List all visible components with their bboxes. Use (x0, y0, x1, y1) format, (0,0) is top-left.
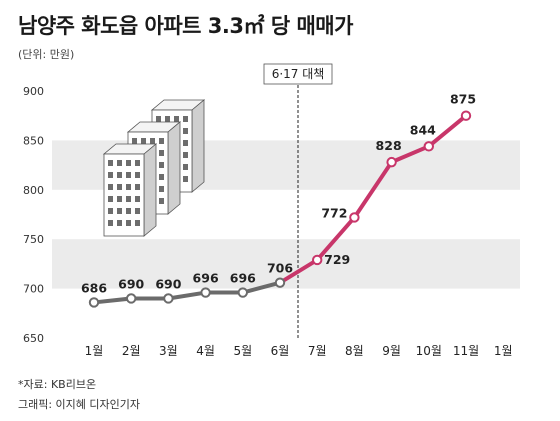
credit-note: 그래픽: 이지혜 디자인기자 (18, 398, 141, 411)
data-label: 686 (81, 280, 107, 295)
x-tick-label: 8월 (345, 344, 364, 358)
x-tick-label: 7월 (308, 344, 327, 358)
building-front (102, 143, 158, 237)
x-tick-label: 6월 (271, 344, 290, 358)
x-tick-label: 4월 (196, 344, 215, 358)
data-point (386, 156, 397, 168)
data-label: 706 (267, 261, 293, 276)
chart-title: 남양주 화도읍 아파트 3.3㎡ 당 매매가 (18, 14, 353, 38)
x-tick-label: 1월 (494, 344, 513, 358)
data-label: 690 (118, 276, 144, 291)
data-label: 875 (450, 92, 476, 107)
data-point (349, 212, 360, 223)
unit-label: (단위: 만원) (18, 48, 75, 61)
y-tick-label: 750 (23, 233, 44, 246)
x-tick-label: 11월 (453, 344, 479, 358)
x-tick-label: 2월 (122, 344, 141, 358)
policy-annotation: 6·17 대책 (263, 63, 333, 338)
data-point (200, 287, 211, 298)
policy-label-box (263, 63, 333, 85)
x-tick-label: 5월 (233, 344, 252, 358)
y-tick-label: 800 (23, 184, 44, 197)
y-tick-label: 700 (23, 283, 44, 296)
data-label: 696 (193, 271, 219, 286)
data-label: 844 (410, 122, 436, 137)
data-label: 772 (321, 205, 347, 220)
data-label: 696 (230, 271, 256, 286)
x-tick-label: 10월 (416, 344, 442, 358)
data-point (126, 293, 137, 304)
x-tick-label: 9월 (382, 344, 401, 358)
x-tick-label: 3월 (159, 344, 178, 358)
data-label: 828 (376, 138, 402, 153)
data-label: 690 (155, 276, 181, 291)
series-line-after-policy (278, 113, 468, 285)
y-axis: 650 700 750 800 850 900 (23, 85, 44, 345)
data-point (237, 287, 249, 298)
policy-label: 6·17 대책 (272, 66, 325, 81)
x-axis: 1월 2월 3월 4월 5월 6월 7월 8월 9월 10월 11월 1월 (85, 344, 513, 358)
data-point (163, 293, 174, 304)
building-illustration (102, 99, 206, 237)
y-tick-label: 650 (23, 332, 44, 345)
y-tick-label: 850 (23, 134, 44, 147)
y-tick-label: 900 (23, 85, 44, 98)
data-point (460, 110, 472, 121)
data-point (88, 297, 100, 308)
series-line-before-policy (92, 280, 282, 305)
data-point (312, 254, 323, 266)
source-note: *자료: KB리브온 (18, 378, 97, 391)
data-labels: 686 690 690 696 696 706 729 772 828 844 875 (81, 92, 476, 296)
data-point (423, 141, 434, 152)
x-tick-label: 1월 (85, 344, 104, 358)
series-lines (92, 113, 468, 305)
series-points (88, 110, 472, 308)
data-point (274, 277, 286, 288)
data-label: 729 (324, 252, 350, 267)
